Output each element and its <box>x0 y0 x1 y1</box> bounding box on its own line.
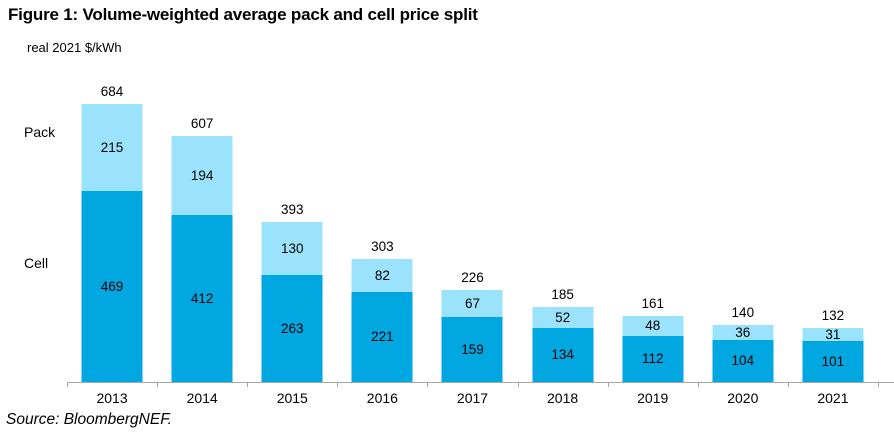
x-axis-tick <box>427 382 428 387</box>
bar-segment-pack-2017: 67 <box>441 290 503 317</box>
bar-segment-cell-2016: 221 <box>351 292 413 382</box>
bar-segment-cell-2013: 469 <box>81 191 143 382</box>
bar-segment-cell-2021: 101 <box>802 341 864 382</box>
bar-segment-pack-2021-value: 31 <box>825 326 841 342</box>
bar-segment-cell-2020-value: 104 <box>731 353 755 369</box>
bar-segment-pack-2020: 36 <box>712 324 774 340</box>
total-label-2015: 393 <box>281 201 304 217</box>
bar-segment-cell-2015: 263 <box>261 275 323 382</box>
bar-segment-pack-2016: 82 <box>351 259 413 292</box>
bar-segment-cell-2016-value: 221 <box>371 329 394 345</box>
x-tick-label-2015: 2015 <box>276 390 308 406</box>
x-tick-label-2016: 2016 <box>366 390 398 406</box>
total-label-2021: 132 <box>821 307 845 323</box>
x-tick-label-2019: 2019 <box>637 390 669 406</box>
x-tick-label-2018: 2018 <box>547 390 579 406</box>
bar-segment-cell-2014-value: 412 <box>190 290 214 306</box>
x-axis-tick <box>67 382 68 387</box>
bar-group-2021: 101 31 132 2021 <box>788 60 878 406</box>
total-label-2020: 140 <box>731 304 755 320</box>
bar-segment-pack-2016-value: 82 <box>374 267 390 283</box>
x-axis-line <box>67 382 894 383</box>
total-label-2013: 684 <box>100 83 124 99</box>
bar-group-2014: 412 194 607 2014 <box>157 60 247 406</box>
x-axis-tick <box>608 382 609 387</box>
bar-segment-pack-2020-value: 36 <box>735 324 751 340</box>
total-label-2014: 607 <box>190 115 214 131</box>
bar-segment-cell-2017-value: 159 <box>461 341 484 357</box>
x-tick-label-2020: 2020 <box>727 390 759 406</box>
bar-segment-pack-2019: 48 <box>622 316 684 336</box>
total-label-2016: 303 <box>371 238 394 254</box>
bar-segment-cell-2021-value: 101 <box>821 353 845 369</box>
plot-area: 469 215 684 2013 412 194 607 2014 263 130 393 2015 2… <box>67 60 879 406</box>
bar-segment-cell-2017: 159 <box>441 317 503 382</box>
legend-label-cell: Cell <box>24 255 49 271</box>
x-axis-tick <box>157 382 158 387</box>
total-label-2017: 226 <box>461 269 484 285</box>
bar-segment-pack-2017-value: 67 <box>464 295 480 311</box>
x-tick-label-2017: 2017 <box>456 390 489 406</box>
bar-segment-pack-2014: 194 <box>171 136 233 215</box>
bar-segment-cell-2019: 112 <box>622 336 684 382</box>
bar-group-2016: 221 82 303 2016 <box>337 60 427 406</box>
bar-segment-cell-2019-value: 112 <box>641 351 664 367</box>
x-axis-tick <box>878 382 879 387</box>
bar-group-2020: 104 36 140 2020 <box>698 60 788 406</box>
bar-segment-pack-2015-value: 130 <box>281 240 304 256</box>
bar-group-2013: 469 215 684 2013 <box>67 60 157 406</box>
x-axis-tick <box>518 382 519 387</box>
x-tick-label-2013: 2013 <box>96 390 128 406</box>
bar-segment-pack-2013-value: 215 <box>100 139 124 155</box>
bar-segment-cell-2018-value: 134 <box>551 347 574 363</box>
bar-segment-pack-2021: 31 <box>802 326 864 342</box>
x-axis-tick <box>788 382 789 387</box>
bar-segment-pack-2013: 215 <box>81 104 143 191</box>
unit-label: real 2021 $/kWh <box>27 40 122 55</box>
x-axis-tick <box>247 382 248 387</box>
bar-group-2017: 159 67 226 2017 <box>427 60 517 406</box>
source-note: Source: BloombergNEF. <box>6 411 172 428</box>
bar-group-2015: 263 130 393 2015 <box>247 60 337 406</box>
x-tick-label-2021: 2021 <box>817 390 849 406</box>
x-axis-tick <box>698 382 699 387</box>
total-label-2019: 161 <box>641 295 664 311</box>
figure-title: Figure 1: Volume-weighted average pack a… <box>8 5 478 24</box>
x-axis-tick <box>337 382 338 387</box>
total-label-2018: 185 <box>551 286 574 302</box>
bar-segment-pack-2015: 130 <box>261 222 323 275</box>
bar-segment-pack-2019-value: 48 <box>645 318 661 334</box>
bar-segment-pack-2018-value: 52 <box>555 309 571 325</box>
bar-segment-cell-2014: 412 <box>171 215 233 382</box>
bar-segment-pack-2014-value: 194 <box>190 167 214 183</box>
bar-group-2019: 112 48 161 2019 <box>608 60 698 406</box>
bar-group-2018: 134 52 185 2018 <box>518 60 608 406</box>
bar-segment-cell-2018: 134 <box>532 328 594 382</box>
bar-segment-cell-2013-value: 469 <box>100 278 124 294</box>
bar-segment-pack-2018: 52 <box>532 307 594 328</box>
x-tick-label-2014: 2014 <box>186 390 218 406</box>
bar-segment-cell-2020: 104 <box>712 340 774 382</box>
bar-segment-cell-2015-value: 263 <box>281 320 304 336</box>
legend-label-pack: Pack <box>24 124 56 140</box>
